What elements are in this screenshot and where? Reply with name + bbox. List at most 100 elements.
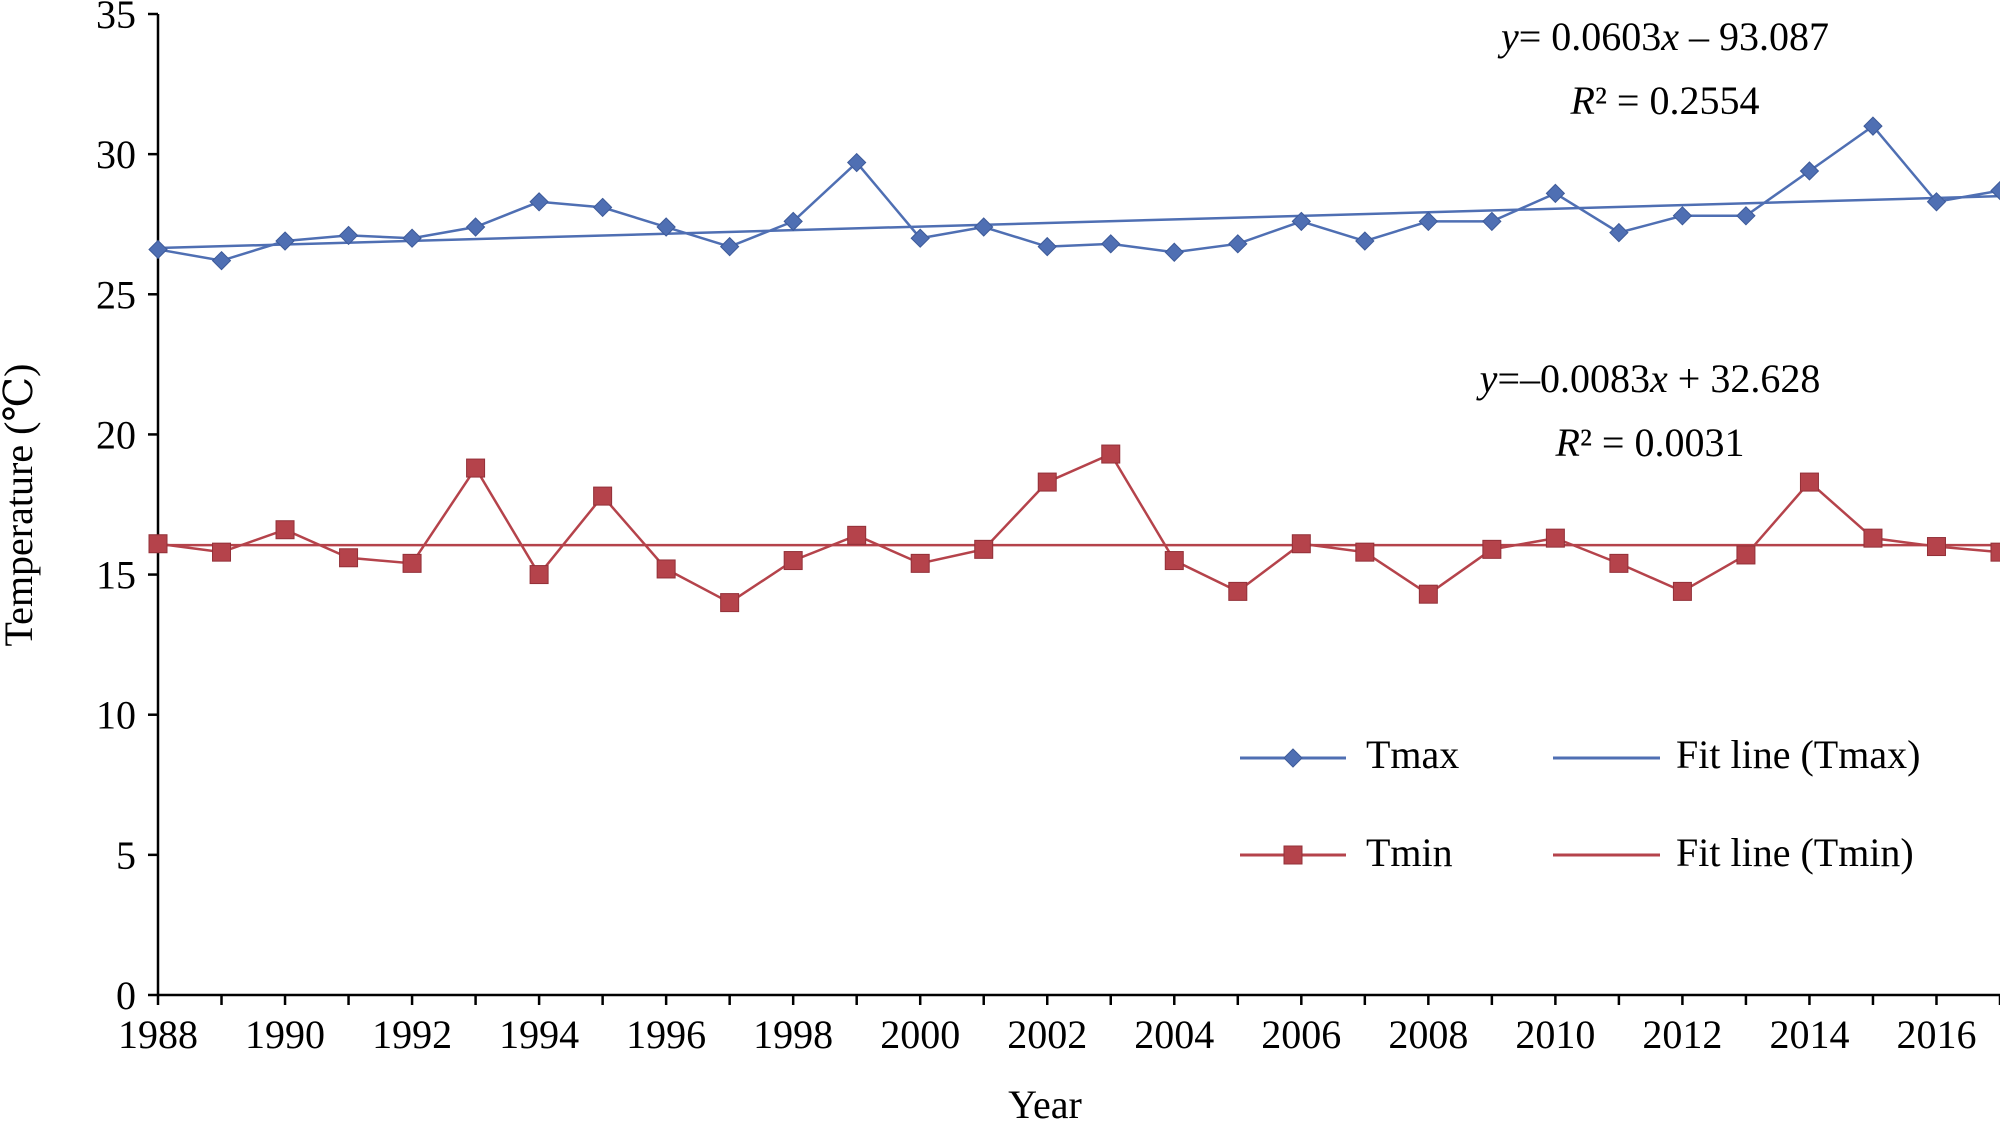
data-point-tmax	[721, 238, 739, 256]
x-ticks: 1988 1990 1992 1994 1996 1998 2000 2002 2004 2006…	[118, 995, 2000, 1057]
legend-item-fit-tmin: Fit line (Tmin)	[1553, 830, 1914, 875]
tmax-equation: y= 0.0603x – 93.087	[1497, 14, 1829, 59]
data-point-tmin	[784, 552, 802, 570]
x-axis-title: Year	[1008, 1082, 1082, 1125]
tmin-eq-slope: =–0.0083	[1497, 356, 1650, 401]
y-tick-label: 35	[96, 0, 136, 37]
x-tick-label: 1994	[499, 1012, 579, 1057]
data-point-tmin	[1610, 554, 1628, 572]
data-point-tmax	[1737, 207, 1755, 225]
fit-line-tmax	[158, 196, 2000, 248]
x-tick-label: 2014	[1769, 1012, 1849, 1057]
data-point-tmin	[1292, 535, 1310, 553]
legend: Tmax Fit line (Tmax) Tmin Fit line (Tmin…	[1240, 732, 1920, 875]
x-tick-label: 1992	[372, 1012, 452, 1057]
data-point-tmin	[340, 549, 358, 567]
legend-item-fit-tmax: Fit line (Tmax)	[1553, 732, 1920, 777]
data-point-tmin	[1419, 585, 1437, 603]
x-tick-label: 2006	[1261, 1012, 1341, 1057]
y-ticks: 0 5 10 15 20 25 30 35	[96, 0, 158, 1018]
data-point-tmax	[1483, 212, 1501, 230]
data-point-tmin	[1165, 552, 1183, 570]
y-tick-label: 20	[96, 412, 136, 457]
x-tick-label: 2016	[1896, 1012, 1976, 1057]
tmax-r2: R² = 0.2554	[1570, 78, 1760, 123]
tmin-equation: y=–0.0083x + 32.628	[1476, 356, 1821, 401]
y-tick-label: 25	[96, 272, 136, 317]
data-point-tmax	[1102, 235, 1120, 253]
data-point-tmax	[1165, 243, 1183, 261]
data-point-tmax	[149, 240, 167, 258]
legend-item-tmax: Tmax	[1240, 732, 1459, 777]
data-point-tmin	[1483, 540, 1501, 558]
tmin-eq-x: x	[1649, 356, 1668, 401]
tmax-eq-y: y	[1497, 14, 1519, 59]
legend-item-tmin: Tmin	[1240, 830, 1453, 875]
data-point-tmax	[975, 218, 993, 236]
tmin-r2-var: R	[1555, 420, 1580, 465]
x-tick-label: 2010	[1515, 1012, 1595, 1057]
y-axis-title: Temperature (℃)	[0, 364, 41, 647]
data-point-tmax	[467, 218, 485, 236]
x-tick-label: 2012	[1642, 1012, 1722, 1057]
x-tick-label: 1998	[753, 1012, 833, 1057]
x-tick-label: 1988	[118, 1012, 198, 1057]
data-point-tmax	[276, 232, 294, 250]
chart: 05101520253035 1988 1990 1992 1994 1996 1998 2…	[0, 0, 2000, 1125]
data-point-tmax	[1419, 212, 1437, 230]
y-tick-label: 15	[96, 553, 136, 598]
data-point-tmin	[403, 554, 421, 572]
x-tick-label: 2002	[1007, 1012, 1087, 1057]
data-point-tmin	[1229, 582, 1247, 600]
data-point-tmax	[1673, 207, 1691, 225]
data-point-tmax	[1800, 162, 1818, 180]
data-point-tmin	[1737, 546, 1755, 564]
data-point-tmin	[213, 543, 231, 561]
data-point-tmin	[594, 487, 612, 505]
x-tick-label: 2008	[1388, 1012, 1468, 1057]
data-point-tmax	[1610, 224, 1628, 242]
tmax-eq-slope: = 0.0603	[1519, 14, 1662, 59]
data-point-tmin	[657, 560, 675, 578]
data-point-tmin	[911, 554, 929, 572]
data-point-tmin	[467, 459, 485, 477]
legend-label-tmax: Tmax	[1366, 732, 1459, 777]
legend-label-fit-tmax: Fit line (Tmax)	[1676, 732, 1920, 777]
data-point-tmin	[848, 526, 866, 544]
equations: y= 0.0603x – 93.087 R² = 0.2554 y=–0.008…	[1476, 14, 1829, 465]
data-point-tmax	[213, 252, 231, 270]
data-point-tmax	[1229, 235, 1247, 253]
x-tick-label: 1996	[626, 1012, 706, 1057]
data-point-tmax	[1356, 232, 1374, 250]
data-point-tmax	[594, 198, 612, 216]
data-point-tmin	[1356, 543, 1374, 561]
x-tick-label: 2000	[880, 1012, 960, 1057]
data-point-tmax	[1038, 238, 1056, 256]
tmax-eq-x: x	[1660, 14, 1679, 59]
data-point-tmin	[1864, 529, 1882, 547]
data-point-tmin	[276, 521, 294, 539]
tmax-eq-intercept: – 93.087	[1679, 14, 1829, 59]
data-point-tmax	[1546, 184, 1564, 202]
tmax-r2-var: R	[1570, 78, 1595, 123]
legend-swatch-tmax-marker	[1284, 749, 1302, 767]
tmax-r2-value: ² = 0.2554	[1595, 78, 1760, 123]
y-tick-label: 10	[96, 693, 136, 738]
x-tick-label: 1990	[245, 1012, 325, 1057]
data-point-tmin	[1927, 538, 1945, 556]
data-point-tmin	[1102, 445, 1120, 463]
x-tick-label: 2004	[1134, 1012, 1214, 1057]
tmin-r2-value: ² = 0.0031	[1580, 420, 1745, 465]
legend-label-tmin: Tmin	[1366, 830, 1453, 875]
series-line-tmin	[158, 454, 2000, 603]
legend-swatch-tmin-marker	[1284, 846, 1302, 864]
y-tick-label: 30	[96, 132, 136, 177]
data-point-tmax	[403, 229, 421, 247]
data-point-tmin	[1546, 529, 1564, 547]
y-tick-label: 5	[116, 833, 136, 878]
data-point-tmin	[530, 566, 548, 584]
data-point-tmax	[530, 193, 548, 211]
tmin-eq-intercept: + 32.628	[1668, 356, 1821, 401]
legend-label-fit-tmin: Fit line (Tmin)	[1676, 830, 1914, 875]
data-point-tmin	[975, 540, 993, 558]
